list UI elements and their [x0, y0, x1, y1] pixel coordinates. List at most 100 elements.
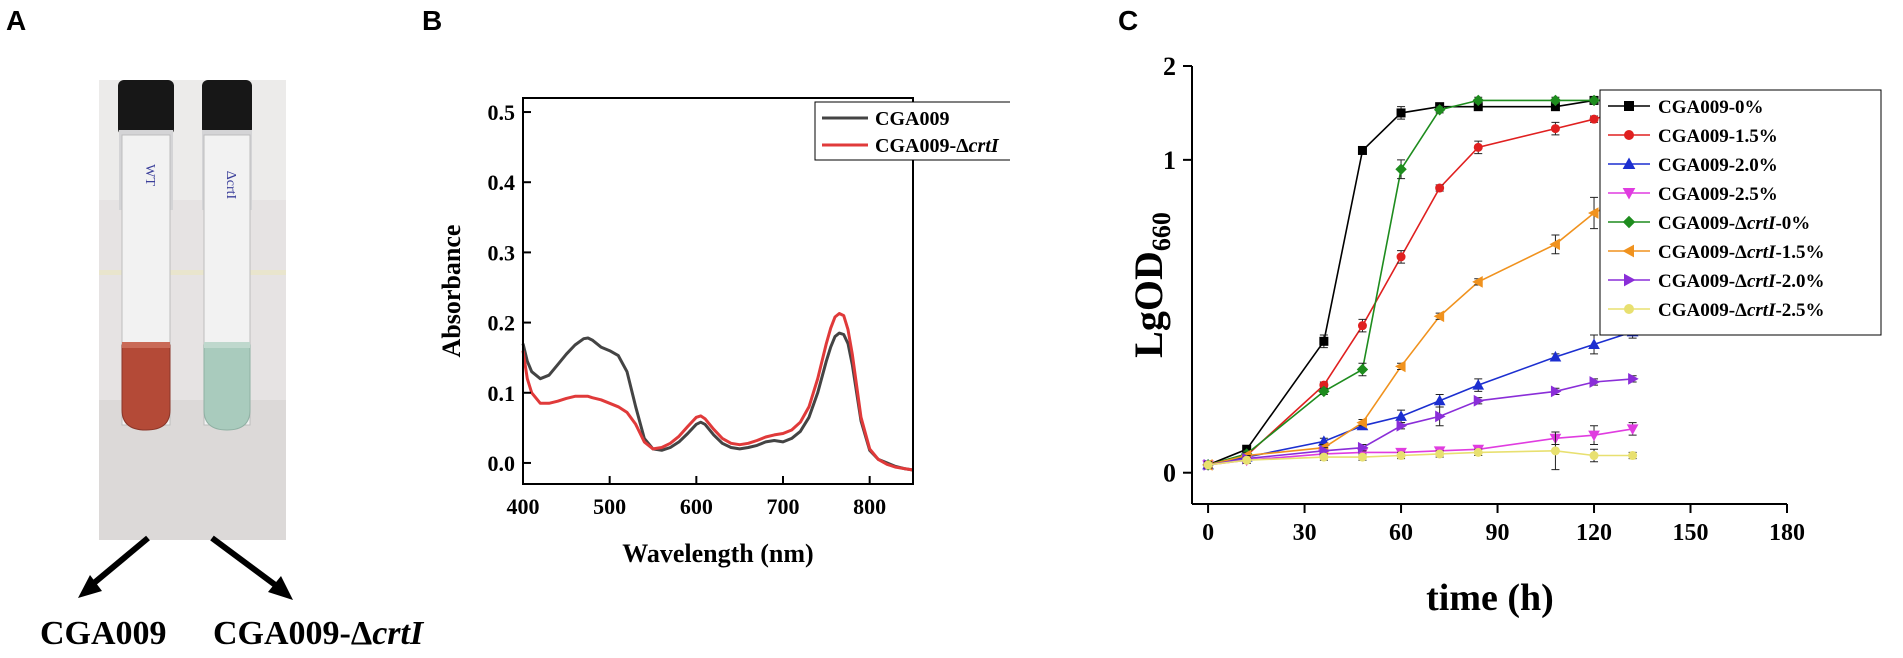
spectrum-xtick-label-2: 600	[680, 494, 713, 519]
growth-point-5-4	[1395, 360, 1406, 373]
growth-line-4	[1207, 99, 1633, 466]
growth-point-2-5	[1433, 394, 1446, 406]
growth-ytick-label-0: 0	[1163, 459, 1176, 488]
spectrum-plot-frame	[522, 97, 914, 485]
spectrum-ytick-label-3: 0.3	[488, 240, 516, 265]
growth-xtick-label-3: 90	[1486, 520, 1510, 546]
panel-label-c: C	[1118, 5, 1139, 36]
arrow-left	[78, 535, 150, 598]
growth-point-7-2	[1319, 452, 1329, 462]
growth-point-2-7	[1549, 350, 1562, 362]
growth-legend-entry-4: CGA009-ΔcrtI-0%	[1608, 213, 1810, 234]
growth-legend-entry-7: CGA009-ΔcrtI-2.5%	[1608, 300, 1825, 321]
growth-legend-entry-0: CGA009-0%	[1608, 97, 1764, 118]
spectrum-xtick-label-4: 800	[853, 494, 886, 519]
panel-label-a: A	[6, 5, 27, 36]
growth-point-7-1	[1242, 455, 1252, 465]
growth-point-6-8	[1589, 376, 1601, 388]
growth-xtick-label-2: 60	[1389, 520, 1413, 546]
growth-point-7-9	[1628, 451, 1638, 461]
growth-xtick-label-4: 120	[1576, 520, 1612, 546]
label-cga009: CGA009	[40, 615, 167, 652]
growth-chart: 0 30 60 90 120 150 180 0 1 2 time (h) LgOD660 CGA…	[1126, 52, 1882, 619]
label-cga009-dcrti: CGA009-ΔcrtI	[213, 615, 423, 653]
growth-legend-text-5: CGA009-ΔcrtI-1.5%	[1658, 242, 1825, 263]
panel-label-b: B	[422, 5, 443, 36]
growth-legend-text-2: CGA009-2.0%	[1658, 155, 1778, 176]
growth-legend-marker-2	[1622, 157, 1636, 169]
growth-line-5	[1207, 193, 1633, 466]
growth-line-6	[1207, 378, 1633, 466]
growth-legend-text-0: CGA009-0%	[1658, 97, 1764, 118]
growth-legend-marker-4	[1622, 215, 1636, 229]
growth-point-5-3	[1356, 416, 1367, 429]
growth-legend-marker-0	[1624, 101, 1634, 111]
growth-xtick-label-1: 30	[1293, 520, 1317, 546]
growth-xlabel: time (h)	[1426, 577, 1554, 619]
growth-line-2	[1207, 331, 1633, 466]
growth-ylabel: LgOD660	[1126, 212, 1176, 358]
growth-point-1-8	[1589, 114, 1599, 124]
growth-line-0	[1207, 99, 1633, 466]
growth-point-7-6	[1473, 447, 1483, 457]
growth-series-1	[1203, 102, 1638, 470]
growth-point-2-8	[1588, 338, 1600, 349]
growth-xtick-label-6: 180	[1769, 520, 1805, 546]
spectrum-line-1	[521, 312, 914, 472]
spectrum-ytick-label-1: 0.1	[488, 381, 516, 406]
spectrum-ytick-label-2: 0.2	[488, 311, 516, 336]
growth-legend-marker-6	[1624, 273, 1636, 287]
growth-point-5-6	[1472, 276, 1483, 288]
growth-point-1-4	[1396, 252, 1406, 262]
growth-xtick-label-5: 150	[1673, 520, 1709, 546]
legend-text-cga009: CGA009	[875, 108, 949, 130]
growth-point-4-7	[1549, 94, 1562, 107]
growth-point-1-5	[1435, 183, 1445, 193]
growth-point-4-2	[1318, 385, 1330, 398]
legend-text-cga009-dcrti: CGA009-ΔcrtI	[875, 135, 1000, 157]
spectrum-ylabel: Absorbance	[437, 225, 466, 358]
growth-point-6-6	[1473, 394, 1485, 407]
growth-legend-text-6: CGA009-ΔcrtI-2.0%	[1658, 271, 1825, 292]
growth-point-3-9	[1626, 424, 1639, 435]
growth-legend: CGA009-0% CGA009-1.5% CGA009-2.0% CGA009-2.…	[1599, 89, 1882, 336]
growth-legend-text-1: CGA009-1.5%	[1658, 126, 1778, 147]
spectrum-xlabel: Wavelength (nm)	[622, 539, 813, 568]
growth-legend-text-4: CGA009-ΔcrtI-0%	[1658, 213, 1810, 234]
spectrum-xtick-label-1: 500	[593, 494, 626, 519]
growth-legend-text-3: CGA009-2.5%	[1658, 184, 1778, 205]
growth-point-6-4	[1396, 419, 1408, 432]
tube-wt-handwriting: WT	[142, 164, 157, 186]
culture-tubes-photo: WT ΔcrtI	[99, 80, 286, 540]
tube-mutant-handwriting: ΔcrtI	[223, 171, 238, 200]
growth-legend-marker-7	[1624, 304, 1634, 314]
growth-point-1-3	[1357, 321, 1367, 331]
spectrum-ytick-label-0: 0.0	[488, 451, 516, 476]
spectrum-xtick-label-3: 700	[767, 494, 800, 519]
growth-legend-entry-5: CGA009-ΔcrtI-1.5%	[1608, 242, 1825, 263]
growth-ylabel-main: LgOD	[1126, 251, 1171, 358]
growth-point-0-2	[1319, 336, 1329, 346]
growth-line-1	[1207, 105, 1633, 466]
tube-wt: WT	[118, 80, 174, 431]
growth-point-2-4	[1395, 410, 1407, 421]
growth-point-7-3	[1357, 452, 1367, 462]
spectrum-line-0	[521, 331, 914, 472]
growth-point-6-9	[1628, 373, 1639, 385]
arrows	[78, 535, 293, 600]
spectrum-ytick-label-5: 0.5	[488, 100, 516, 125]
label-cga009-dcrti-prefix: CGA009-Δ	[213, 615, 373, 652]
growth-point-0-3	[1357, 145, 1367, 155]
growth-series-7	[1203, 431, 1638, 471]
tube-mutant: ΔcrtI	[202, 80, 252, 431]
spectrum-legend-box	[814, 101, 1010, 161]
growth-legend-entry-2: CGA009-2.0%	[1608, 155, 1778, 176]
growth-xtick-label-0: 0	[1202, 520, 1214, 546]
growth-legend-marker-3	[1622, 188, 1636, 200]
growth-point-7-5	[1435, 449, 1445, 459]
growth-legend-marker-5	[1622, 244, 1634, 258]
growth-legend-marker-1	[1624, 130, 1634, 140]
spectrum-legend: CGA009 CGA009-ΔcrtI	[814, 101, 1010, 161]
growth-point-6-7	[1550, 385, 1562, 398]
growth-point-6-3	[1357, 441, 1369, 454]
